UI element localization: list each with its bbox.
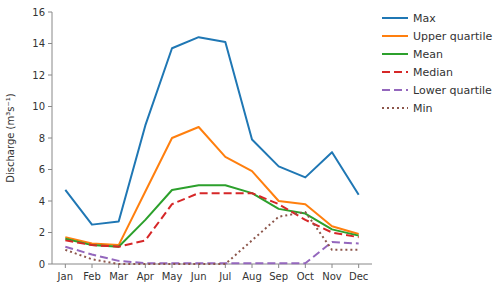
legend-label: Min [413, 102, 433, 115]
x-tick [305, 264, 306, 268]
y-tick [48, 232, 52, 233]
x-tick-label: Nov [322, 271, 342, 282]
y-tick-label: 12 [32, 70, 45, 81]
y-tick-label: 8 [39, 133, 45, 144]
x-tick-label: Mar [109, 271, 129, 282]
series-line [65, 193, 358, 247]
legend-swatch [382, 35, 408, 37]
plot-area [65, 37, 358, 264]
y-tick [48, 264, 52, 265]
legend-label: Upper quartile [413, 30, 492, 43]
x-tick-label: Apr [137, 271, 155, 282]
x-tick-label: Feb [83, 271, 101, 282]
series-line [65, 242, 358, 263]
y-tick-label: 0 [39, 259, 45, 270]
legend-swatch [382, 53, 408, 55]
x-tick [278, 264, 279, 268]
y-tick [48, 43, 52, 44]
x-tick-label: Oct [297, 271, 314, 282]
legend-swatch [382, 71, 408, 73]
legend-label: Mean [413, 48, 443, 61]
x-tick [252, 264, 253, 268]
y-tick-label: 2 [39, 227, 45, 238]
x-tick [358, 264, 359, 268]
y-tick [48, 106, 52, 107]
legend: Max Upper quartile Mean Median Lower quartil… [382, 12, 492, 115]
x-tick [65, 264, 66, 268]
legend-swatch [382, 89, 408, 91]
legend-swatch [382, 17, 408, 19]
y-tick-label: 6 [39, 164, 45, 175]
y-axis-label: Discharge (m³s⁻¹) [5, 93, 16, 182]
x-tick-label: May [162, 271, 183, 282]
y-tick [48, 75, 52, 76]
legend-label: Max [413, 12, 436, 25]
x-tick [332, 264, 333, 268]
x-tick-label: Dec [349, 271, 368, 282]
x-tick-label: Jul [218, 271, 231, 282]
y-tick [48, 201, 52, 202]
y-tick-label: 14 [32, 38, 45, 49]
y-tick-label: 4 [39, 196, 45, 207]
y-tick [48, 138, 52, 139]
x-tick [92, 264, 93, 268]
x-tick-label: Jan [57, 271, 73, 282]
series-line [65, 37, 358, 224]
series-line [65, 185, 358, 246]
x-tick-label: Jun [190, 271, 207, 282]
x-tick-label: Aug [242, 271, 262, 282]
legend-label: Median [413, 66, 453, 79]
y-tick-label: 10 [32, 101, 45, 112]
chart: 0 2 4 6 8 10 12 14 16 Jan Feb Mar Apr May Jun Jul Aug Sep… [0, 0, 500, 292]
legend-label: Lower quartile [413, 84, 492, 97]
x-tick-label: Sep [269, 271, 288, 282]
x-tick [172, 264, 173, 268]
series-line [65, 212, 358, 264]
legend-swatch [382, 107, 408, 109]
y-tick-label: 16 [32, 7, 45, 18]
y-tick [48, 169, 52, 170]
y-tick [48, 12, 52, 13]
